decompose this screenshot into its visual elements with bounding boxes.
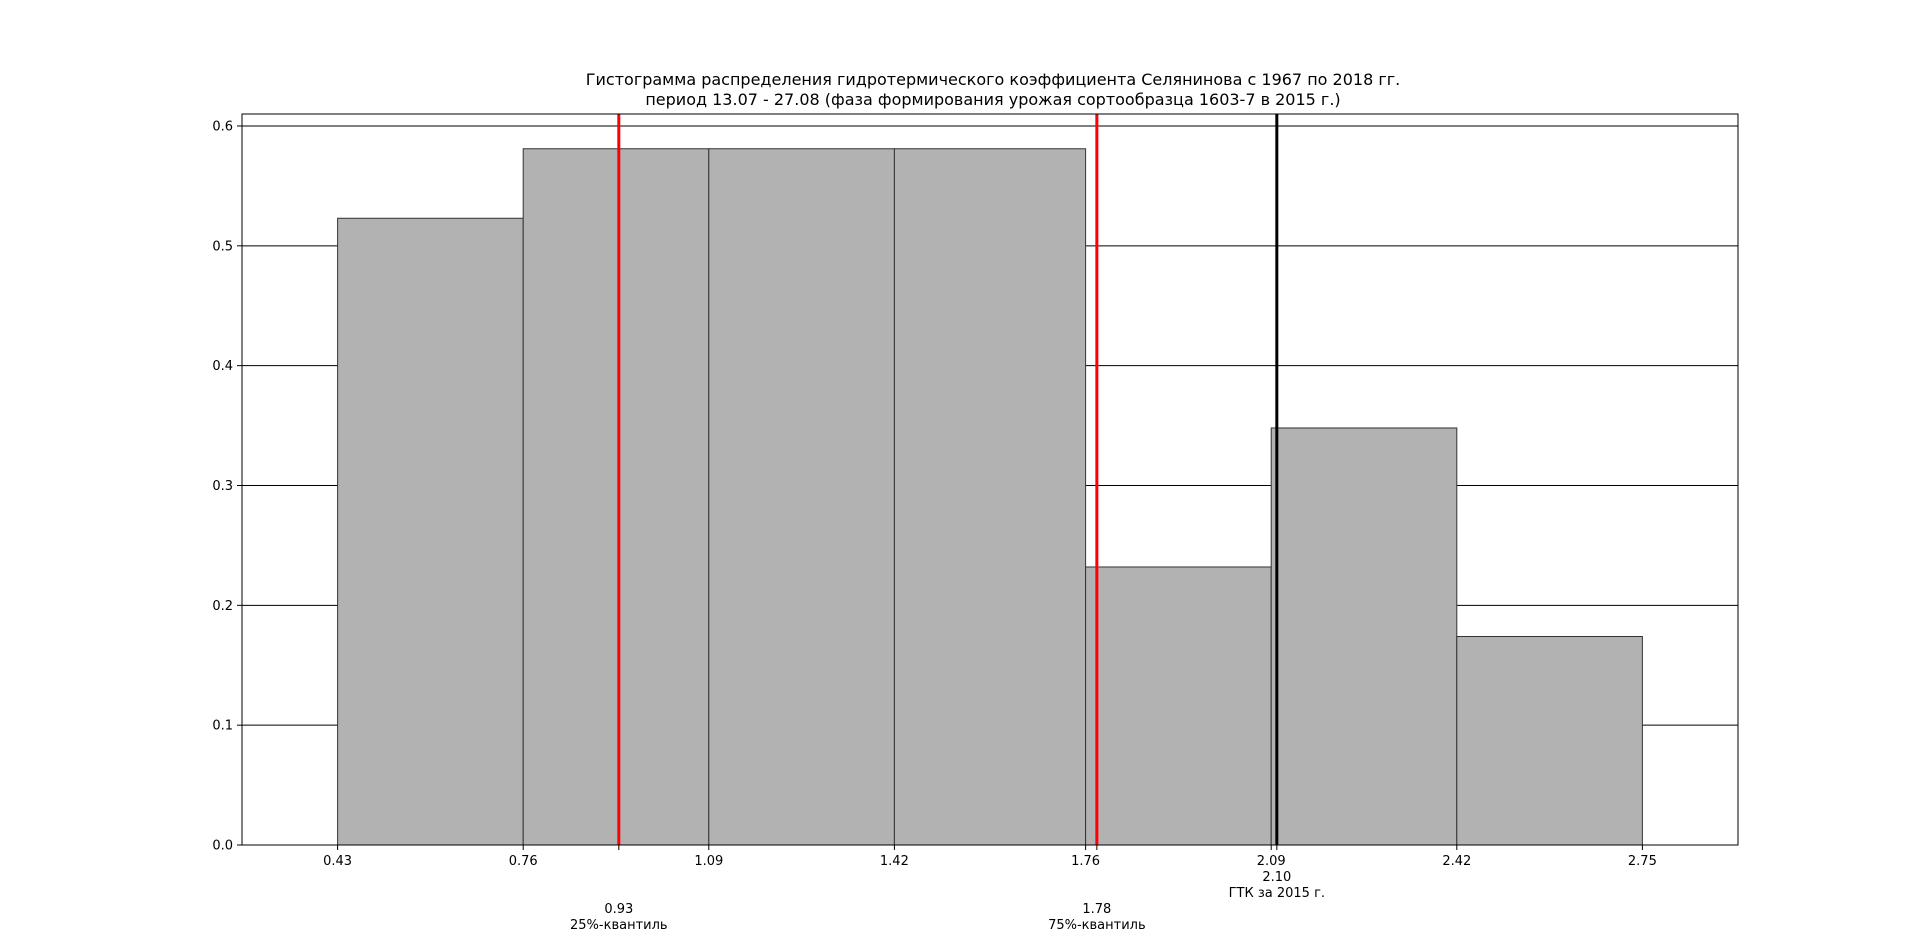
x-tick-label-4: 1.76	[1071, 854, 1100, 869]
marker-value-label-1: 1.78	[1082, 902, 1111, 917]
x-tick-label-2: 1.09	[694, 854, 723, 869]
y-axis: 0.0 0.1 0.2 0.3 0.4 0.5 0.6	[212, 119, 242, 854]
y-tick-label-3: 0.3	[212, 479, 233, 494]
marker-value-label-2: 2.10	[1262, 870, 1291, 885]
x-tick-label-3: 1.42	[880, 854, 909, 869]
histogram-bar-1	[522, 148, 710, 846]
histogram-bar-5	[1270, 427, 1458, 846]
marker-label-2: ГТК за 2015 г.	[1229, 886, 1325, 901]
y-tick-label-1: 0.1	[212, 719, 233, 734]
y-tick-label-5: 0.5	[212, 239, 233, 254]
marker-label-0: 25%-квантиль	[570, 918, 668, 933]
histogram-bar-4	[1085, 566, 1272, 846]
histogram-bars	[337, 148, 1643, 846]
x-tick-label-7: 2.75	[1628, 854, 1657, 869]
marker-lines	[617, 114, 1279, 845]
plot-frame	[241, 113, 1739, 846]
x-tick-label-0: 0.43	[323, 854, 352, 869]
x-tick-label-6: 2.42	[1442, 854, 1471, 869]
chart-title: Гистограмма распределения гидротермическ…	[586, 70, 1400, 89]
marker-label-1: 75%-квантиль	[1048, 918, 1146, 933]
chart-subtitle: период 13.07 - 27.08 (фаза формирования …	[645, 90, 1340, 109]
y-tick-label-0: 0.0	[212, 839, 233, 854]
histogram-bar-6	[1456, 635, 1643, 846]
x-axis: 0.43 0.76 1.09 1.42 1.76 2.09 2.42 2.75	[323, 845, 1657, 869]
histogram-bar-2	[708, 148, 895, 846]
x-tick-label-1: 0.76	[509, 854, 538, 869]
marker-value-label-0: 0.93	[604, 902, 633, 917]
x-tick-label-5: 2.09	[1257, 854, 1286, 869]
y-tick-label-6: 0.6	[212, 119, 233, 134]
y-tick-label-4: 0.4	[212, 359, 233, 374]
histogram-bar-0	[337, 217, 524, 846]
histogram-bar-3	[893, 148, 1087, 846]
y-tick-label-2: 0.2	[212, 599, 233, 614]
